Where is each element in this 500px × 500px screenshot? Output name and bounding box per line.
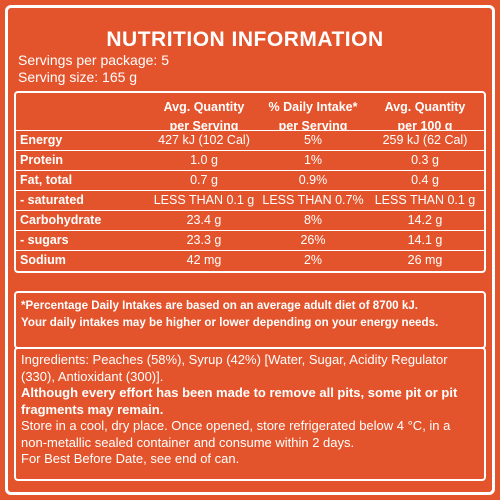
footnote: *Percentage Daily Intakes are based on a…: [14, 291, 486, 349]
table-row: - saturated LESS THAN 0.1 g LESS THAN 0.7%…: [16, 190, 484, 210]
value-cell: 26 mg: [407, 253, 443, 267]
table-row: Protein 1.0 g 1% 0.3 g: [16, 150, 484, 170]
value-cell: 23.3 g: [186, 233, 222, 247]
header-line: per Serving: [169, 119, 239, 130]
value-cell: 14.1 g: [407, 233, 443, 247]
value-cell: 0.4 g: [411, 173, 439, 187]
nutrition-table: Avg. Quantity per Serving % Daily Intake* p…: [14, 91, 486, 273]
nutrient-name: Carbohydrate: [20, 213, 102, 227]
nutrient-name: Energy: [20, 133, 63, 147]
header-cell: [16, 93, 148, 130]
table-row: - sugars 23.3 g 26% 14.1 g: [16, 230, 484, 250]
serving-size: Serving size: 165 g: [18, 69, 138, 85]
value-cell: 42 mg: [186, 253, 222, 267]
header-line: Avg. Quantity: [163, 100, 245, 114]
header-line: Avg. Quantity: [384, 100, 466, 114]
value-cell: 14.2 g: [407, 213, 443, 227]
header-cell: % Daily Intake* per Serving: [260, 93, 366, 130]
nutrient-name: - saturated: [20, 193, 84, 207]
header-row: Avg. Quantity per Serving % Daily Intake* p…: [16, 93, 484, 130]
ingredients-list: Ingredients: Peaches (58%), Syrup (42%) …: [21, 352, 448, 384]
table-row: Energy 427 kJ (102 Cal) 5% 259 kJ (62 Cal): [16, 130, 484, 150]
nutrient-name: Protein: [20, 153, 64, 167]
header-cell: Avg. Quantity per Serving: [148, 93, 260, 130]
label-border: [5, 5, 495, 495]
value-cell: LESS THAN 0.1 g: [374, 193, 476, 207]
value-cell: 0.3 g: [411, 153, 439, 167]
value-cell: 427 kJ (102 Cal): [158, 133, 250, 147]
value-cell: 259 kJ (62 Cal): [382, 133, 468, 147]
table-row: Sodium 42 mg 2% 26 mg: [16, 250, 484, 270]
header-line: per Serving: [278, 119, 348, 130]
header-cell: Avg. Quantity per 100 g: [366, 93, 484, 130]
value-cell: LESS THAN 0.7%: [262, 193, 364, 207]
value-cell: 1.0 g: [190, 153, 218, 167]
ingredients: Ingredients: Peaches (58%), Syrup (42%) …: [14, 347, 486, 481]
value-cell: 8%: [303, 213, 323, 227]
value-cell: 2%: [303, 253, 323, 267]
table-row: Carbohydrate 23.4 g 8% 14.2 g: [16, 210, 484, 230]
header-line: % Daily Intake*: [268, 100, 358, 114]
footnote-line: Your daily intakes may be higher or lowe…: [21, 316, 439, 329]
value-cell: 0.7 g: [190, 173, 218, 187]
value-cell: 23.4 g: [186, 213, 222, 227]
nutrient-name: Sodium: [20, 253, 66, 267]
value-cell: 1%: [303, 153, 323, 167]
header-line: per 100 g: [397, 119, 453, 130]
warning: Although every effort has been made to r…: [21, 385, 458, 417]
title: NUTRITION INFORMATION: [106, 28, 384, 51]
value-cell: 26%: [300, 233, 326, 247]
value-cell: 0.9%: [298, 173, 328, 187]
servings: Servings per package: 5: [18, 52, 169, 68]
footnote-line: *Percentage Daily Intakes are based on a…: [21, 299, 418, 312]
value-cell: LESS THAN 0.1 g: [153, 193, 255, 207]
value-cell: 5%: [303, 133, 323, 147]
nutrient-name: - sugars: [20, 233, 69, 247]
best-before: For Best Before Date, see end of can.: [21, 451, 240, 466]
storage: Store in a cool, dry place. Once opened,…: [21, 418, 451, 450]
table-row: Fat, total 0.7 g 0.9% 0.4 g: [16, 170, 484, 190]
nutrient-name: Fat, total: [20, 173, 73, 187]
